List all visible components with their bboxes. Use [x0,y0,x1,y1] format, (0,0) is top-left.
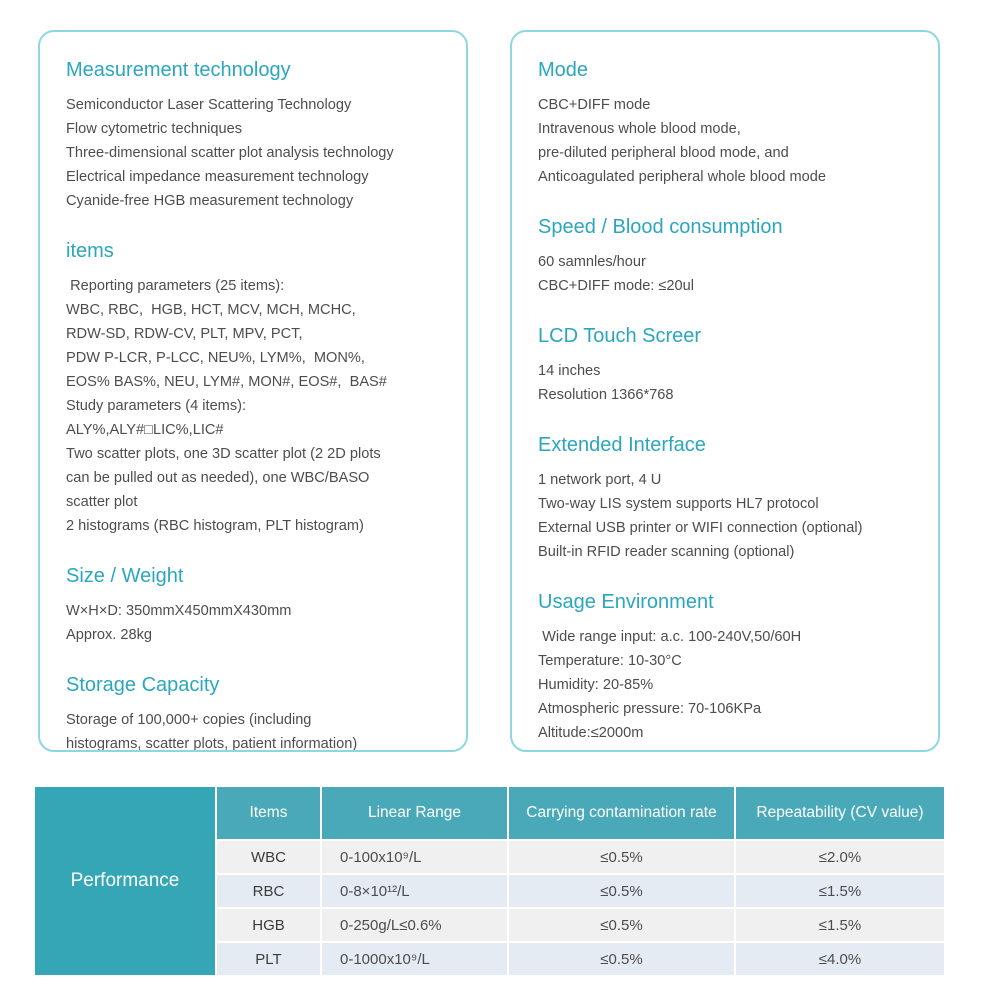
right-spec-panel: Mode CBC+DIFF mode Intravenous whole bloo… [510,30,940,752]
spec-line: Study parameters (4 items): [66,398,247,414]
spec-line: ALY%,ALY#□LIC%,LIC# [66,422,224,438]
table-cell-item: RBC [217,875,320,907]
section-measurement-technology: Measurement technology Semiconductor Las… [66,56,440,213]
spec-line: PDW P-LCR, P-LCC, NEU%, LYM%, MON%, [66,350,365,366]
table-cell-repeatability: ≤1.5% [736,909,944,941]
spec-line: Approx. 28kg [66,627,152,643]
table-cell-linear-range: 0-1000x10⁹/L [322,943,507,975]
spec-line: Two-way LIS system supports HL7 protocol [538,496,819,512]
column-header-repeatability: Repeatability (CV value) [736,787,944,839]
table-cell-repeatability: ≤2.0% [736,841,944,873]
section-mode: Mode CBC+DIFF mode Intravenous whole bloo… [538,56,912,189]
left-spec-panel: Measurement technology Semiconductor Las… [38,30,468,752]
spec-line: pre-diluted peripheral blood mode, and [538,145,789,161]
table-cell-linear-range: 0-8×10¹²/L [322,875,507,907]
spec-line: RDW-SD, RDW-CV, PLT, MPV, PCT, [66,326,303,342]
table-cell-linear-range: 0-250g/L≤0.6% [322,909,507,941]
spec-line: Semiconductor Laser Scattering Technolog… [66,97,352,113]
spec-line: External USB printer or WIFI connection … [538,520,863,536]
performance-row-label: Performance [35,787,215,975]
section-body: Wide range input: a.c. 100-240V,50/60H Te… [538,625,912,745]
spec-line: Cyanide-free HGB measurement technology [66,193,354,209]
table-cell-item: WBC [217,841,320,873]
section-title: Usage Environment [538,591,714,613]
section-title: Mode [538,59,589,81]
spec-line: EOS% BAS%, NEU, LYM#, MON#, EOS#, BAS# [66,374,387,390]
spec-line: Resolution 1366*768 [538,387,674,403]
section-title: LCD Touch Screer [538,325,702,347]
table-cell-repeatability: ≤1.5% [736,875,944,907]
column-header-carrying-contamination-rate: Carrying contamination rate [509,787,734,839]
spec-line: Humidity: 20-85% [538,677,654,693]
section-body: W×H×D: 350mmX450mmX430mm Approx. 28kg [66,599,440,647]
section-body: CBC+DIFF mode Intravenous whole blood mod… [538,93,912,189]
section-title: Size / Weight [66,565,184,587]
table-cell-repeatability: ≤4.0% [736,943,944,975]
section-usage-environment: Usage Environment Wide range input: a.c.… [538,588,912,745]
section-title: Storage Capacity [66,674,220,696]
spec-line: Temperature: 10-30°C [538,653,682,669]
table-cell-item: PLT [217,943,320,975]
spec-line: 2 histograms (RBC histogram, PLT histogr… [66,518,364,534]
spec-line: histograms, scatter plots, patient infor… [66,736,358,752]
section-items: items Reporting parameters (25 items): WB… [66,237,440,538]
table-cell-contamination: ≤0.5% [509,841,734,873]
spec-line: Anticoagulated peripheral whole blood mo… [538,169,827,185]
section-storage-capacity: Storage Capacity Storage of 100,000+ cop… [66,671,440,752]
section-body: Reporting parameters (25 items): WBC, RBC… [66,274,440,538]
spec-line: Three-dimensional scatter plot analysis … [66,145,394,161]
spec-line: Two scatter plots, one 3D scatter plot (… [66,446,381,462]
spec-line: WBC, RBC, HGB, HCT, MCV, MCH, MCHC, [66,302,356,318]
section-speed-blood-consumption: Speed / Blood consumption 60 samnles/hou… [538,213,912,298]
section-title: Speed / Blood consumption [538,216,783,238]
section-body: 14 inches Resolution 1366*768 [538,359,912,407]
spec-line: scatter plot [66,494,138,510]
spec-line: Wide range input: a.c. 100-240V,50/60H [538,629,802,645]
spec-line: W×H×D: 350mmX450mmX430mm [66,603,292,619]
spec-line: Intravenous whole blood mode, [538,121,741,137]
column-header-items: Items [217,787,320,839]
section-body: 1 network port, 4 U Two-way LIS system su… [538,468,912,564]
section-title: items [66,240,114,262]
section-title: Measurement technology [66,59,291,81]
spec-line: can be pulled out as needed), one WBC/BA… [66,470,370,486]
spec-line: Reporting parameters (25 items): [66,278,285,294]
spec-line: 14 inches [538,363,601,379]
section-extended-interface: Extended Interface 1 network port, 4 U Tw… [538,431,912,564]
table-cell-contamination: ≤0.5% [509,875,734,907]
spec-line: 60 samnles/hour [538,254,646,270]
spec-line: Flow cytometric techniques [66,121,243,137]
table-cell-linear-range: 0-100x10⁹/L [322,841,507,873]
section-size-weight: Size / Weight W×H×D: 350mmX450mmX430mm Ap… [66,562,440,647]
spec-line: Storage of 100,000+ copies (including [66,712,312,728]
section-lcd-touch-screen: LCD Touch Screer 14 inches Resolution 136… [538,322,912,407]
spec-line: CBC+DIFF mode: ≤20ul [538,278,695,294]
section-body: Semiconductor Laser Scattering Technolog… [66,93,440,213]
column-header-linear-range: Linear Range [322,787,507,839]
spec-line: Electrical impedance measurement technol… [66,169,369,185]
spec-line: Atmospheric pressure: 70-106KPa [538,701,762,717]
section-body: Storage of 100,000+ copies (including his… [66,708,440,752]
spec-line: CBC+DIFF mode [538,97,651,113]
table-cell-contamination: ≤0.5% [509,909,734,941]
table-cell-item: HGB [217,909,320,941]
section-title: Extended Interface [538,434,706,456]
section-body: 60 samnles/hour CBC+DIFF mode: ≤20ul [538,250,912,298]
spec-line: 1 network port, 4 U [538,472,662,488]
table-cell-contamination: ≤0.5% [509,943,734,975]
spec-line: Altitude:≤2000m [538,725,644,741]
spec-line: Built-in RFID reader scanning (optional) [538,544,795,560]
performance-table: Performance Items Linear Range Carrying … [35,787,944,975]
